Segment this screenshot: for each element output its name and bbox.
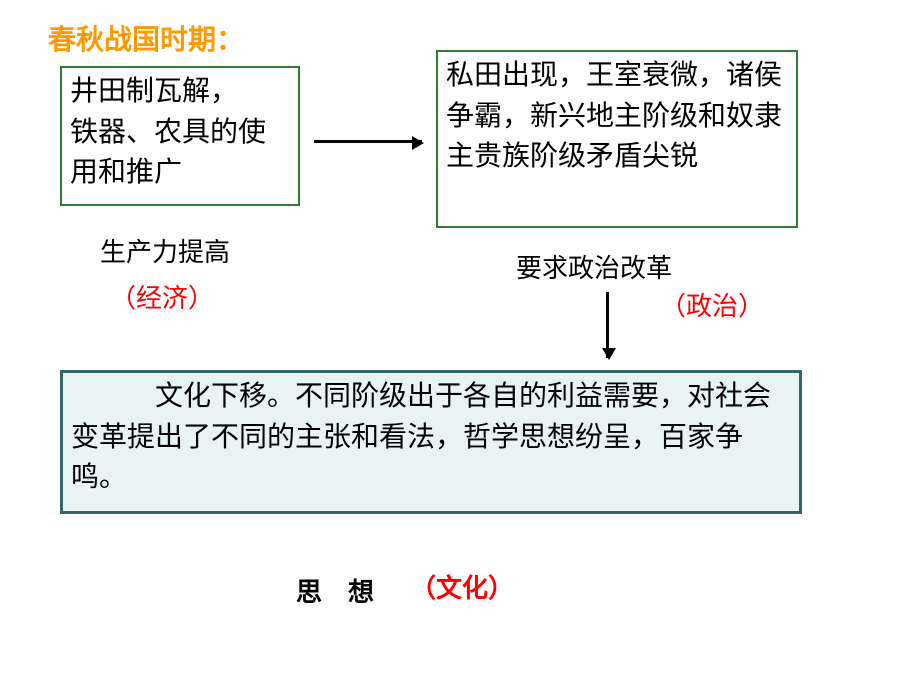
label-productivity: 生产力提高 <box>100 236 230 270</box>
box-politics: 私田出现，王室衰微，诸侯争霸，新兴地主阶级和奴隶主贵族阶级矛盾尖锐 <box>436 50 798 228</box>
label-economy: （经济） <box>110 282 214 316</box>
arrow-left-to-right <box>314 140 422 143</box>
box-economy: 井田制瓦解，铁器、农具的使用和推广 <box>60 66 300 206</box>
indent <box>71 377 155 418</box>
arrow-down <box>606 292 609 358</box>
box-culture-text: 文化下移。不同阶级出于各自的利益需要，对社会变革提出了不同的主张和看法，哲学思想… <box>71 381 771 493</box>
label-thought: 思 想 <box>296 576 374 610</box>
label-politics: （政治） <box>660 290 764 324</box>
page-title: 春秋战国时期： <box>48 18 244 58</box>
box-culture: 文化下移。不同阶级出于各自的利益需要，对社会变革提出了不同的主张和看法，哲学思想… <box>60 370 802 514</box>
label-reform: 要求政治改革 <box>516 252 672 286</box>
label-culture: （文化） <box>410 572 514 606</box>
